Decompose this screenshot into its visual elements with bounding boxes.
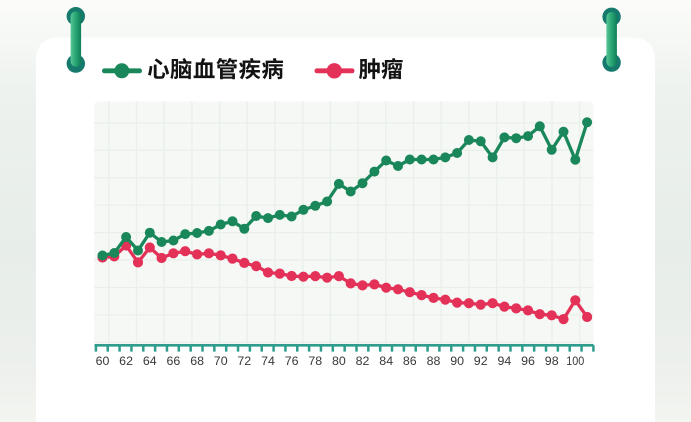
svg-text:70: 70 — [214, 354, 228, 368]
svg-text:94: 94 — [498, 354, 512, 368]
svg-text:100: 100 — [566, 354, 584, 368]
svg-text:88: 88 — [427, 354, 441, 368]
svg-text:86: 86 — [403, 354, 417, 368]
svg-text:68: 68 — [190, 354, 204, 368]
svg-text:62: 62 — [119, 354, 133, 368]
svg-text:78: 78 — [308, 354, 322, 368]
svg-text:96: 96 — [521, 354, 535, 368]
svg-text:60: 60 — [96, 354, 110, 368]
svg-text:80: 80 — [332, 354, 346, 368]
svg-text:74: 74 — [261, 354, 275, 368]
svg-text:82: 82 — [356, 354, 370, 368]
svg-text:64: 64 — [143, 354, 157, 368]
svg-text:92: 92 — [474, 354, 488, 368]
svg-text:66: 66 — [167, 354, 181, 368]
svg-text:72: 72 — [237, 354, 251, 368]
svg-text:90: 90 — [450, 354, 464, 368]
svg-text:84: 84 — [379, 354, 393, 368]
svg-text:76: 76 — [285, 354, 299, 368]
svg-text:98: 98 — [545, 354, 559, 368]
